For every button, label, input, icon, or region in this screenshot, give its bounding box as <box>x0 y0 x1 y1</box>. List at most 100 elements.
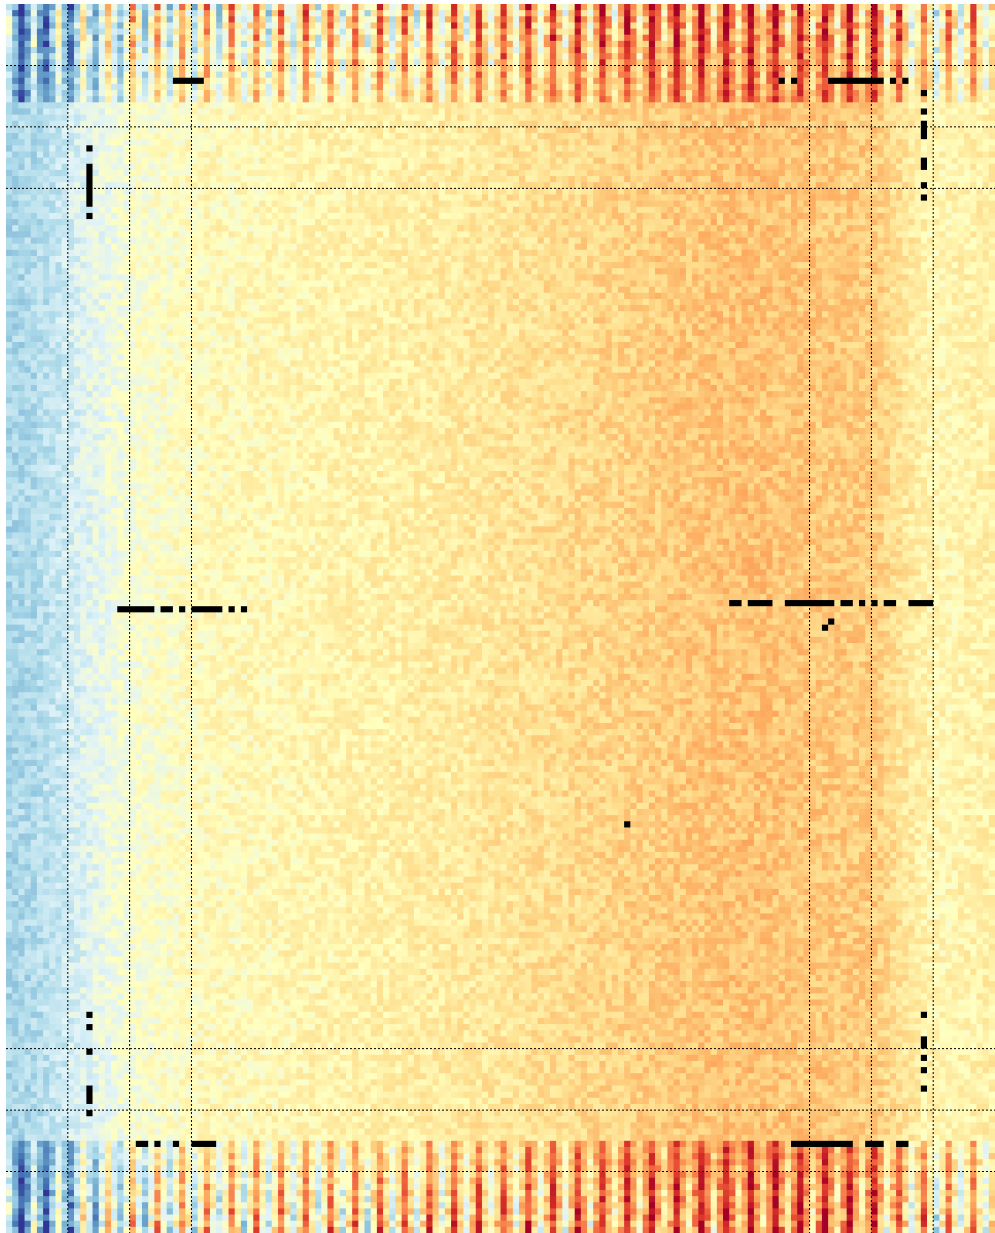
heatmap-cell <box>198 151 205 158</box>
heatmap-cell <box>890 35 897 42</box>
heatmap-cell <box>501 182 508 189</box>
heatmap-cell <box>161 170 168 177</box>
heatmap-cell <box>111 22 118 29</box>
heatmap-cell <box>402 59 409 66</box>
heatmap-cell <box>562 47 569 54</box>
heatmap-cell <box>451 151 458 158</box>
heatmap-cell <box>62 133 69 140</box>
heatmap-cell <box>785 78 792 85</box>
heatmap-cell <box>680 22 687 29</box>
heatmap-cell <box>136 127 143 134</box>
heatmap-cell <box>18 151 25 158</box>
heatmap-cell <box>964 78 971 85</box>
heatmap-cell <box>37 78 44 85</box>
heatmap-cell <box>964 4 971 11</box>
heatmap-cell <box>130 29 137 36</box>
heatmap-cell <box>822 151 829 158</box>
heatmap-cell <box>915 115 922 122</box>
heatmap-cell <box>834 10 841 17</box>
heatmap-cell <box>531 145 538 152</box>
heatmap-cell <box>222 22 229 29</box>
heatmap-cell <box>729 170 736 177</box>
heatmap-cell <box>630 10 637 17</box>
heatmap-cell <box>43 182 50 189</box>
heatmap-cell <box>803 4 810 11</box>
heatmap-cell <box>259 145 266 152</box>
heatmap-cell <box>494 29 501 36</box>
heatmap-cell <box>284 151 291 158</box>
heatmap-cell <box>179 78 186 85</box>
heatmap-cell <box>334 158 341 165</box>
heatmap-cell <box>624 53 631 60</box>
heatmap-cell <box>383 127 390 134</box>
heatmap-cell <box>772 139 779 146</box>
heatmap-cell <box>575 145 582 152</box>
heatmap-cell <box>958 127 965 134</box>
heatmap-cell <box>501 16 508 23</box>
heatmap-cell <box>946 72 953 79</box>
heatmap-cell <box>612 133 619 140</box>
heatmap-cell <box>828 90 835 97</box>
heatmap-cell <box>55 59 62 66</box>
heatmap-cell <box>290 176 297 183</box>
heatmap-cell <box>327 164 334 171</box>
heatmap-cell <box>31 72 38 79</box>
heatmap-cell <box>946 188 953 195</box>
heatmap-cell <box>686 72 693 79</box>
heatmap-cell <box>117 84 124 91</box>
heatmap-cell <box>921 115 928 122</box>
heatmap-cell <box>760 22 767 29</box>
heatmap-cell <box>253 53 260 60</box>
heatmap-cell <box>927 16 934 23</box>
heatmap-cell <box>185 65 192 72</box>
heatmap-cell <box>290 65 297 72</box>
heatmap-cell <box>383 78 390 85</box>
heatmap-cell <box>371 139 378 146</box>
heatmap-cell <box>772 16 779 23</box>
heatmap-cell <box>303 90 310 97</box>
heatmap-cell <box>865 16 872 23</box>
heatmap-cell <box>86 145 93 152</box>
heatmap-cell <box>136 188 143 195</box>
heatmap-cell <box>649 127 656 134</box>
heatmap-cell <box>853 102 860 109</box>
heatmap-cell <box>55 182 62 189</box>
heatmap-cell <box>822 47 829 54</box>
heatmap-cell <box>908 35 915 42</box>
heatmap-cell <box>117 170 124 177</box>
heatmap-cell <box>6 22 13 29</box>
heatmap-cell <box>624 115 631 122</box>
heatmap-cell <box>494 121 501 128</box>
heatmap-cell <box>463 72 470 79</box>
heatmap-cell <box>395 108 402 115</box>
heatmap-cell <box>241 35 248 42</box>
heatmap-cell <box>686 182 693 189</box>
heatmap-cell <box>49 90 56 97</box>
heatmap-cell <box>426 158 433 165</box>
heatmap-cell <box>290 170 297 177</box>
heatmap-cell <box>501 170 508 177</box>
heatmap-cell <box>321 182 328 189</box>
heatmap-cell <box>315 176 322 183</box>
heatmap-cell <box>488 102 495 109</box>
heatmap-cell <box>593 115 600 122</box>
heatmap-cell <box>606 108 613 115</box>
heatmap-cell <box>568 90 575 97</box>
heatmap-cell <box>593 127 600 134</box>
heatmap-cell <box>433 84 440 91</box>
heatmap-cell <box>606 4 613 11</box>
heatmap-cell <box>587 170 594 177</box>
heatmap-cell <box>408 72 415 79</box>
heatmap-cell <box>952 29 959 36</box>
heatmap-cell <box>148 139 155 146</box>
heatmap-cell <box>661 96 668 103</box>
heatmap-cell <box>531 182 538 189</box>
heatmap-cell <box>562 59 569 66</box>
heatmap-cell <box>908 59 915 66</box>
heatmap-cell <box>340 59 347 66</box>
heatmap-cell <box>828 59 835 66</box>
heatmap-cell <box>878 59 885 66</box>
heatmap-cell <box>828 164 835 171</box>
heatmap-cell <box>259 182 266 189</box>
heatmap-cell <box>259 16 266 23</box>
